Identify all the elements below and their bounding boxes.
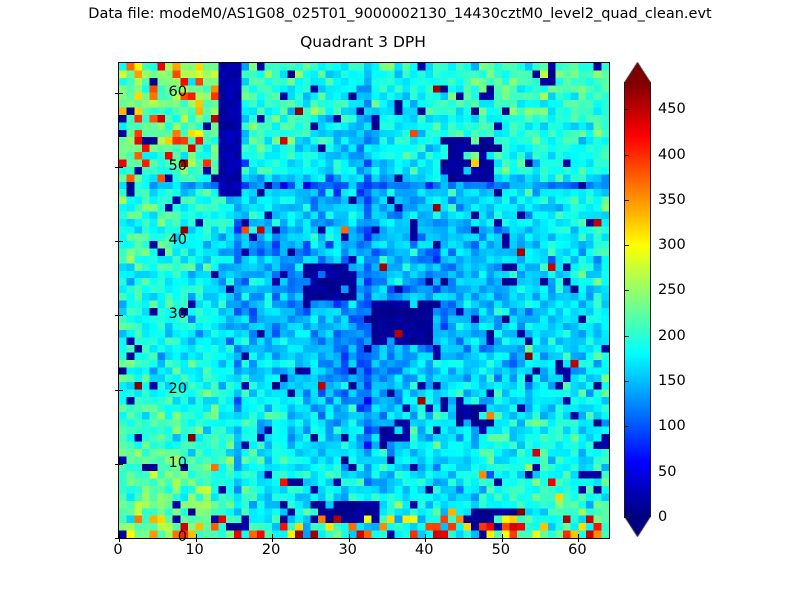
y-tick-mark-inner bbox=[119, 92, 123, 94]
colorbar-tick-mark bbox=[624, 381, 629, 383]
colorbar-tick-label: 150 bbox=[658, 373, 686, 390]
heatmap-axes bbox=[115, 62, 610, 542]
y-tick-mark-inner bbox=[119, 538, 123, 539]
colorbar-tick-mark bbox=[624, 290, 629, 292]
y-tick-label: 10 bbox=[168, 454, 187, 471]
x-tick-mark-inner bbox=[272, 534, 274, 538]
colorbar-gradient bbox=[625, 82, 650, 517]
y-tick-mark-inner bbox=[119, 241, 123, 243]
y-tick-mark bbox=[115, 92, 119, 94]
colorbar-tick-label: 0 bbox=[658, 509, 668, 525]
x-tick-mark bbox=[272, 538, 274, 542]
y-tick-mark bbox=[115, 538, 119, 539]
x-tick-mark bbox=[425, 538, 427, 542]
x-tick-mark bbox=[501, 538, 503, 542]
y-tick-mark-inner bbox=[119, 166, 123, 168]
data-file-suptitle: Data file: modeM0/AS1G08_025T01_90000021… bbox=[88, 6, 712, 22]
x-tick-mark bbox=[348, 538, 350, 542]
heatmap-image bbox=[119, 63, 609, 538]
colorbar-tick-label: 100 bbox=[658, 418, 686, 435]
y-tick-mark bbox=[115, 166, 119, 168]
colorbar-tick-mark bbox=[624, 517, 629, 518]
x-tick-label: 40 bbox=[415, 542, 434, 558]
colorbar-over-arrow bbox=[624, 62, 651, 83]
x-tick-mark-inner bbox=[195, 534, 197, 538]
colorbar-under-arrow bbox=[624, 516, 651, 537]
y-tick-label: 50 bbox=[168, 157, 187, 174]
x-tick-label: 50 bbox=[491, 542, 511, 558]
y-tick-mark-inner bbox=[119, 389, 123, 391]
colorbar-tick-label: 400 bbox=[658, 146, 686, 163]
colorbar-tick-mark bbox=[624, 199, 629, 201]
x-tick-mark bbox=[195, 538, 197, 542]
colorbar-tick-label: 450 bbox=[658, 101, 686, 118]
y-tick-label: 20 bbox=[168, 380, 187, 397]
colorbar-tick-label: 50 bbox=[658, 463, 677, 480]
colorbar-tick-label: 350 bbox=[658, 191, 686, 208]
colorbar-tick-mark bbox=[624, 471, 629, 473]
x-tick-label: 20 bbox=[261, 542, 281, 558]
x-tick-label: 60 bbox=[568, 542, 587, 558]
colorbar-body bbox=[624, 82, 651, 517]
colorbar-tick-mark bbox=[624, 335, 629, 337]
x-tick-mark-inner bbox=[348, 534, 350, 538]
colorbar-tick-mark bbox=[624, 426, 629, 428]
y-tick-label: 40 bbox=[168, 232, 187, 249]
x-tick-mark bbox=[578, 538, 580, 542]
x-tick-mark bbox=[119, 538, 120, 542]
y-tick-mark bbox=[115, 389, 119, 391]
x-tick-mark-inner bbox=[425, 534, 427, 538]
y-tick-mark bbox=[115, 315, 119, 317]
x-tick-mark-inner bbox=[578, 534, 580, 538]
colorbar: 0 50 100 150 200 250 300 350 400 450 bbox=[624, 62, 686, 537]
y-tick-mark-inner bbox=[119, 463, 123, 465]
y-tick-label: 60 bbox=[168, 83, 187, 100]
x-tick-mark-inner bbox=[119, 534, 120, 538]
colorbar-tick-label: 200 bbox=[658, 327, 686, 344]
y-tick-label: 30 bbox=[168, 306, 187, 323]
colorbar-tick-mark bbox=[624, 245, 629, 247]
colorbar-tick-mark bbox=[624, 154, 629, 156]
y-tick-mark bbox=[115, 241, 119, 243]
y-tick-mark-inner bbox=[119, 315, 123, 317]
x-tick-label: 10 bbox=[185, 542, 204, 558]
colorbar-tick-label: 250 bbox=[658, 282, 686, 299]
y-tick-label: 0 bbox=[177, 529, 187, 545]
y-tick-mark bbox=[115, 463, 119, 465]
plot-title: Quadrant 3 DPH bbox=[300, 33, 426, 51]
colorbar-tick-mark bbox=[624, 109, 629, 111]
x-tick-label: 0 bbox=[113, 542, 123, 558]
colorbar-tick-label: 300 bbox=[658, 237, 686, 254]
x-tick-mark-inner bbox=[501, 534, 503, 538]
x-tick-label: 30 bbox=[338, 542, 357, 558]
